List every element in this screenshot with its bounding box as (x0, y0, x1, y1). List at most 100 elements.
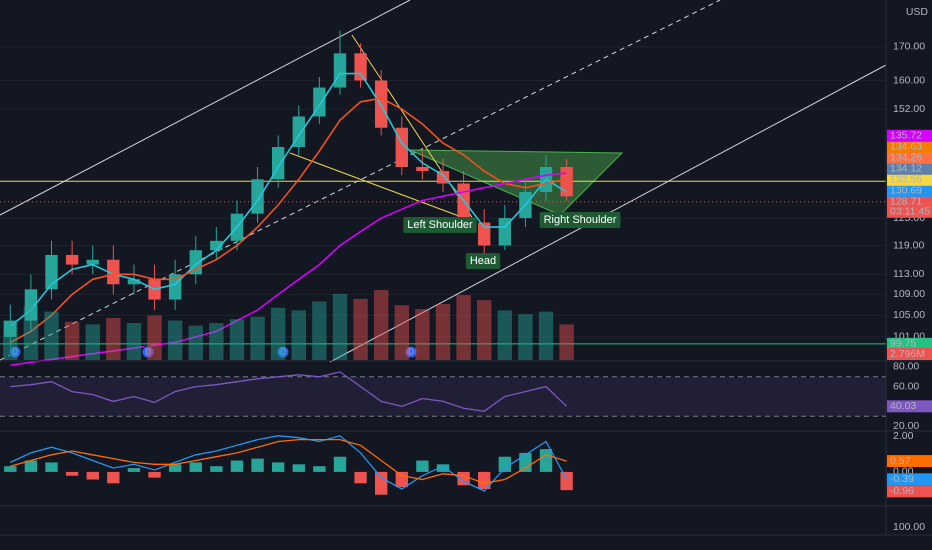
dividend-marker: D (145, 348, 151, 357)
volume-bar (312, 301, 327, 360)
dividend-marker: D (408, 348, 414, 357)
volume-bar (270, 307, 286, 360)
macd-histogram-bar (107, 471, 120, 484)
lower-pane-tick-label: 100.00 (893, 521, 925, 533)
price-badge-bg (887, 195, 932, 218)
rsi-band (0, 376, 886, 417)
volume-bar (250, 316, 265, 360)
volume-bar (3, 320, 18, 360)
marks: D D D D Left Shoulder Head Right Shoulder (0, 30, 886, 495)
volume-bar (456, 295, 471, 360)
price-badge: 133.55 (890, 174, 922, 186)
macd-histogram-bar (230, 460, 244, 472)
rsi-badge-bg (887, 400, 932, 413)
y-tick-label: 109.00 (893, 288, 925, 300)
macd-histogram-bar (313, 466, 326, 472)
price-badge: 130.69 (890, 185, 922, 197)
candle-body (498, 218, 511, 246)
macd-histogram-bar (292, 464, 305, 472)
annotation-bg (539, 212, 621, 228)
volume-bar (415, 309, 430, 360)
macd-badge: 0.57 (890, 455, 911, 467)
price-badge-bg (887, 151, 932, 164)
price-badge: 99.75 (890, 338, 916, 350)
volume-bar (518, 314, 533, 360)
channel-line (0, 0, 411, 216)
signal-line (10, 438, 567, 484)
macd-histogram-bar (4, 466, 17, 472)
macd-histogram-bar (168, 464, 182, 472)
price-badge-bg (887, 173, 932, 186)
volume-bar (167, 320, 183, 360)
macd-histogram-bar (375, 471, 388, 495)
volume-bar (229, 319, 245, 360)
volume-bar (373, 290, 389, 360)
dividend-marker-bg (404, 345, 418, 359)
y-tick-label: 152.00 (893, 103, 925, 115)
volume-bar (497, 310, 513, 360)
macd-histogram-bar (45, 462, 58, 472)
volume-bar (353, 298, 368, 360)
y-tick-label: 113.00 (893, 268, 924, 280)
dividend-marker-bg (8, 345, 22, 359)
candle-body (65, 254, 79, 265)
y-tick-label: 105.00 (893, 309, 925, 321)
macd-histogram-bar (86, 471, 99, 480)
macd-histogram-bar (560, 471, 573, 491)
moving-average (10, 172, 567, 366)
price-badge-bg (887, 129, 932, 142)
macd-histogram-bar (498, 456, 511, 472)
macd-histogram-bar (24, 460, 38, 472)
macd-badge-bg (887, 485, 932, 498)
price-badge: 134.12 (890, 163, 922, 175)
price-badge-bg (887, 184, 932, 197)
y-tick-label: 119.00 (893, 239, 924, 251)
candle-body (354, 53, 367, 81)
currency: USD (906, 6, 929, 18)
annotation-bg (403, 217, 477, 233)
macd-histogram-bar (210, 466, 223, 472)
macd-histogram-bar (519, 452, 532, 472)
annotation: Right Shoulder (544, 214, 617, 226)
candle-body (45, 254, 58, 290)
volume-badge-bg (887, 348, 932, 360)
price-badge-bg (887, 337, 932, 350)
dividend-marker-bg (276, 345, 290, 359)
volume-bar (559, 324, 574, 360)
macd-histogram-bar (416, 460, 429, 472)
macd-histogram-bar (436, 464, 450, 472)
annotation-bg (465, 253, 501, 269)
macd-tick-label: 2.00 (893, 430, 914, 442)
labels: 170.00160.00152.00125.00119.00113.00109.… (887, 40, 932, 533)
dividend-marker: D (12, 348, 18, 357)
price-badge: 134.26 (890, 152, 922, 164)
rsi-tick-label: 60.00 (893, 380, 919, 392)
macd-histogram-bar (271, 462, 285, 472)
dividend-marker-bg (141, 345, 155, 359)
macd-badge: -0.96 (890, 485, 914, 497)
price-badge-bg (887, 162, 932, 175)
macd-histogram-bar (65, 471, 79, 476)
macd-histogram-bar (148, 471, 161, 478)
macd-histogram-bar (333, 456, 347, 472)
rsi-tick-label: 80.00 (893, 361, 919, 373)
volume-bar (23, 306, 39, 360)
moving-average (9, 97, 567, 344)
candle-body (127, 279, 141, 285)
pattern-triangle (409, 149, 624, 216)
macd-histogram-bar (478, 471, 491, 490)
volume-bar (291, 310, 306, 360)
volume-bar (126, 323, 142, 360)
macd-histogram-bar (539, 449, 553, 472)
macd-histogram-bar (127, 468, 141, 472)
volume-bar (435, 304, 451, 360)
macd-histogram-bar (395, 471, 408, 488)
candle-body (416, 166, 429, 172)
y-tick-label: 170.00 (893, 40, 925, 52)
candle-body (168, 274, 182, 300)
y-tick-label: 160.00 (893, 74, 925, 86)
macd-line (10, 435, 568, 492)
moving-average (9, 72, 568, 327)
